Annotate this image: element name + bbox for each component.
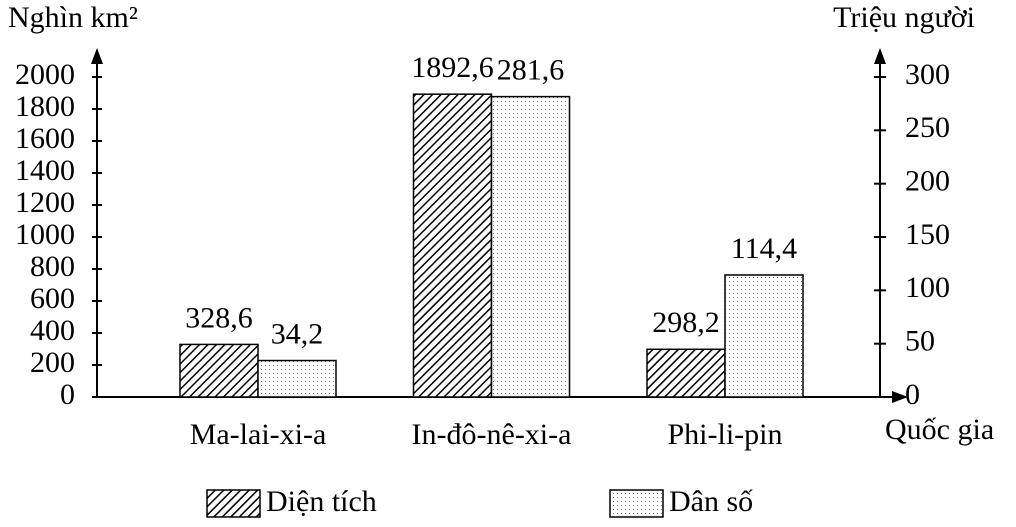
- legend-swatch: [206, 489, 261, 518]
- y-arrow: [91, 48, 103, 64]
- value-label: 114,4: [731, 232, 797, 265]
- legend-swatch: [609, 489, 664, 518]
- value-label: 328,6: [185, 301, 253, 334]
- y-tick-label: 400: [30, 314, 75, 347]
- legend-label: Diện tích: [266, 485, 377, 518]
- y2-axis-title: Triệu người: [833, 1, 975, 34]
- y-tick-label: 0: [60, 378, 75, 411]
- x-tick-label: Ma-lai-xi-a: [190, 418, 327, 451]
- y-tick-label: 1400: [15, 154, 75, 187]
- y2-arrow: [874, 48, 886, 64]
- y-tick-label: 1200: [15, 186, 75, 219]
- bar: [646, 348, 726, 398]
- y2-tick-label: 50: [905, 325, 935, 358]
- value-label: 1892,6: [411, 51, 494, 84]
- bar: [179, 343, 259, 398]
- bar: [724, 274, 804, 398]
- y2-tick-label: 0: [905, 378, 920, 411]
- y-tick-label: 1800: [15, 90, 75, 123]
- bar: [490, 95, 571, 398]
- y-tick-label: 200: [30, 346, 75, 379]
- y-tick-label: 600: [30, 282, 75, 315]
- y2-tick-label: 250: [905, 111, 950, 144]
- y-tick-label: 1000: [15, 218, 75, 251]
- legend-label: Dân số: [669, 485, 753, 518]
- bar: [412, 93, 493, 398]
- value-label: 298,2: [652, 306, 720, 339]
- y2-tick-label: 200: [905, 165, 950, 198]
- value-label: 281,6: [497, 54, 565, 87]
- value-label: 34,2: [271, 317, 324, 350]
- y2-tick-label: 300: [905, 58, 950, 91]
- x-axis-title: Quốc gia: [885, 413, 994, 446]
- y-axis-title: Nghìn km²: [8, 1, 138, 34]
- y2-tick-label: 100: [905, 271, 950, 304]
- x-tick-label: In-đô-nê-xi-a: [412, 418, 572, 451]
- y-tick-label: 2000: [15, 58, 75, 91]
- y2-tick-label: 150: [905, 218, 950, 251]
- y-tick-label: 1600: [15, 122, 75, 155]
- y-tick-label: 800: [30, 250, 75, 283]
- bar: [257, 359, 337, 398]
- x-arrow: [892, 391, 908, 403]
- x-tick-label: Phi-li-pin: [667, 418, 782, 451]
